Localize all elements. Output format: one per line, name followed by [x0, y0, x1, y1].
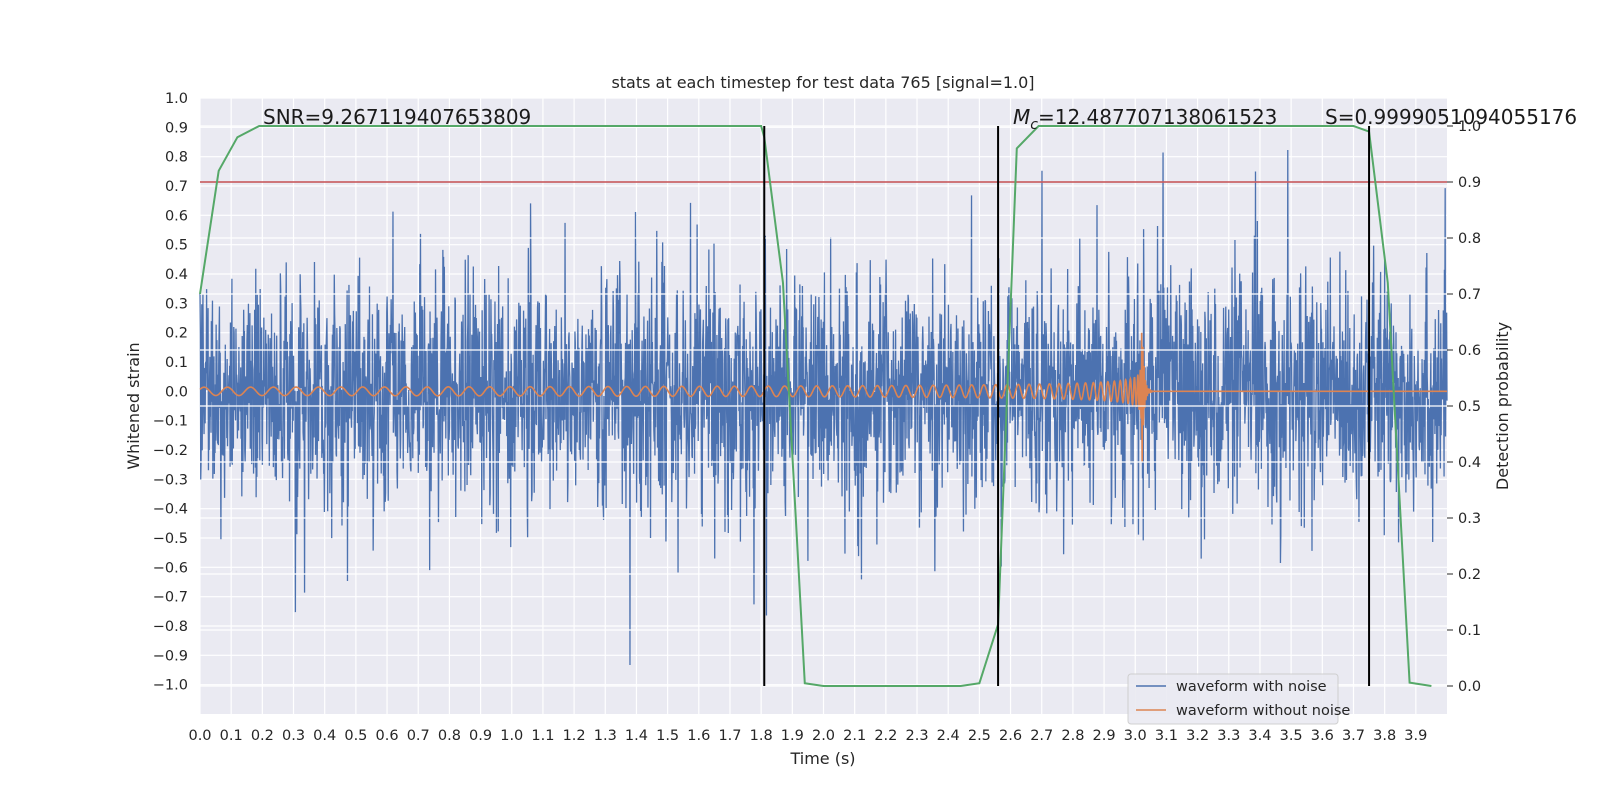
chirp-mass-annotation: Mc=12.487707138061523	[1013, 105, 1277, 133]
x-tick-label: 1.3	[594, 728, 617, 744]
detection-markers	[763, 126, 1371, 686]
y-tick-label: −0.4	[153, 502, 188, 518]
y2-tick-label: 0.2	[1458, 567, 1481, 583]
x-tick-label: 2.2	[874, 728, 897, 744]
y-tick-label: −0.7	[153, 590, 188, 606]
y-tick-label: −0.2	[153, 443, 188, 459]
x-tick-label: 0.8	[438, 728, 461, 744]
noise-waveform-path	[199, 149, 1448, 665]
y-tick-label: 0.6	[165, 208, 188, 224]
y2-tick-label: 0.7	[1458, 287, 1481, 303]
score-annotation: S=0.9999051094055176	[1325, 105, 1577, 129]
x-tick-label: 1.5	[656, 728, 679, 744]
y2-tick-label: 0.4	[1458, 455, 1481, 471]
legend: waveform with noise waveform without noi…	[1127, 673, 1350, 725]
x-tick-label: 0.1	[220, 728, 243, 744]
y2-axis-label: Detection probability	[1493, 322, 1512, 490]
legend-box	[1127, 673, 1339, 725]
x-tick-label: 3.5	[1280, 728, 1303, 744]
chart-title: stats at each timestep for test data 765…	[611, 73, 1034, 92]
x-tick-label: 0.9	[469, 728, 492, 744]
y2-tick-label: 0.3	[1458, 511, 1481, 527]
x-tick-labels: 0.0 0.1 0.2 0.3 0.4 0.5 0.6 0.7 0.8 0.9 1.0 1.1 1.2 1…	[188, 728, 1427, 744]
x-tick-label: 3.6	[1311, 728, 1334, 744]
y-tick-labels: 1.0 0.9 0.8 0.7 0.6 0.5 0.4 0.3 0.2 0.1 0.0 −0.1 −0.…	[153, 91, 188, 694]
x-tick-label: 0.7	[407, 728, 430, 744]
x-tick-label: 2.7	[1030, 728, 1053, 744]
y-axis-label: Whitened strain	[124, 342, 143, 469]
x-tick-label: 1.4	[625, 728, 648, 744]
y-tick-label: 1.0	[165, 91, 188, 107]
legend-label-noise: waveform with noise	[1176, 679, 1327, 695]
x-tick-label: 2.6	[999, 728, 1022, 744]
y-tick-label: 0.9	[165, 120, 188, 136]
chirp-mass-subscript: c	[1030, 117, 1038, 133]
clean-waveform-path	[199, 332, 1447, 463]
y2-tick-label: 0.9	[1458, 175, 1481, 191]
y-tick-label: −0.8	[153, 619, 188, 635]
y2-tick-labels: 1.0 0.9 0.8 0.7 0.6 0.5 0.4 0.3 0.2 0.1 0.0	[1447, 119, 1481, 695]
x-tick-label: 1.6	[687, 728, 710, 744]
y2-tick-label: 1.0	[1458, 119, 1481, 135]
chirp-mass-value: =12.487707138061523	[1038, 105, 1277, 129]
x-tick-label: 3.4	[1248, 728, 1271, 744]
x-tick-label: 1.9	[781, 728, 804, 744]
x-tick-label: 2.3	[905, 728, 928, 744]
x-tick-label: 0.4	[313, 728, 336, 744]
y-tick-label: −1.0	[153, 678, 188, 694]
x-tick-label: 3.2	[1186, 728, 1209, 744]
y-tick-label: −0.9	[153, 648, 188, 664]
series-waveform-with-noise	[199, 149, 1448, 665]
x-tick-label: 2.1	[843, 728, 866, 744]
y-tick-label: −0.5	[153, 531, 188, 547]
x-tick-label: 2.4	[937, 728, 960, 744]
x-tick-label: 0.5	[344, 728, 367, 744]
x-tick-label: 3.9	[1404, 728, 1427, 744]
y-tick-label: 0.5	[165, 238, 188, 254]
y2-tick-label: 0.5	[1458, 399, 1481, 415]
x-tick-label: 0.6	[376, 728, 399, 744]
x-tick-label: 0.0	[188, 728, 211, 744]
x-tick-label: 2.0	[812, 728, 835, 744]
chirp-mass-symbol: M	[1013, 105, 1030, 129]
x-tick-label: 1.0	[500, 728, 523, 744]
x-tick-label: 1.8	[750, 728, 773, 744]
y2-tick-label: 0.0	[1458, 679, 1481, 695]
y2-tick-label: 0.6	[1458, 343, 1481, 359]
x-tick-label: 1.2	[563, 728, 586, 744]
x-tick-label: 3.7	[1342, 728, 1365, 744]
y2-tick-label: 0.8	[1458, 231, 1481, 247]
y-gridlines	[200, 97, 1447, 686]
x-tick-label: 2.9	[1093, 728, 1116, 744]
y-tick-label: 0.3	[165, 296, 188, 312]
probability-path	[199, 125, 1432, 687]
x-axis-label: Time (s)	[789, 749, 855, 768]
x-tick-label: 0.2	[251, 728, 274, 744]
y-tick-label: −0.1	[153, 414, 188, 430]
x-tick-label: 2.5	[968, 728, 991, 744]
y-tick-label: 0.4	[165, 267, 188, 283]
y2-tick-label: 0.1	[1458, 623, 1481, 639]
x-tick-label: 3.1	[1155, 728, 1178, 744]
x-tick-label: 2.8	[1061, 728, 1084, 744]
x-tick-label: 3.3	[1217, 728, 1240, 744]
x-tick-label: 1.7	[718, 728, 741, 744]
y-tick-label: −0.6	[153, 560, 188, 576]
x-tick-label: 3.8	[1373, 728, 1396, 744]
y-tick-label: 0.1	[165, 355, 188, 371]
legend-label-clean: waveform without noise	[1176, 703, 1350, 719]
y-tick-label: 0.2	[165, 326, 188, 342]
y-tick-label: 0.7	[165, 179, 188, 195]
series-waveform-without-noise	[199, 332, 1447, 463]
x-tick-label: 1.1	[531, 728, 554, 744]
x-tick-label: 0.3	[282, 728, 305, 744]
y-tick-label: 0.8	[165, 150, 188, 166]
series-detection-probability	[199, 125, 1432, 687]
y-tick-label: 0.0	[165, 384, 188, 400]
snr-annotation: SNR=9.267119407653809	[263, 105, 531, 129]
x-tick-label: 3.0	[1124, 728, 1147, 744]
y-tick-label: −0.3	[153, 472, 188, 488]
